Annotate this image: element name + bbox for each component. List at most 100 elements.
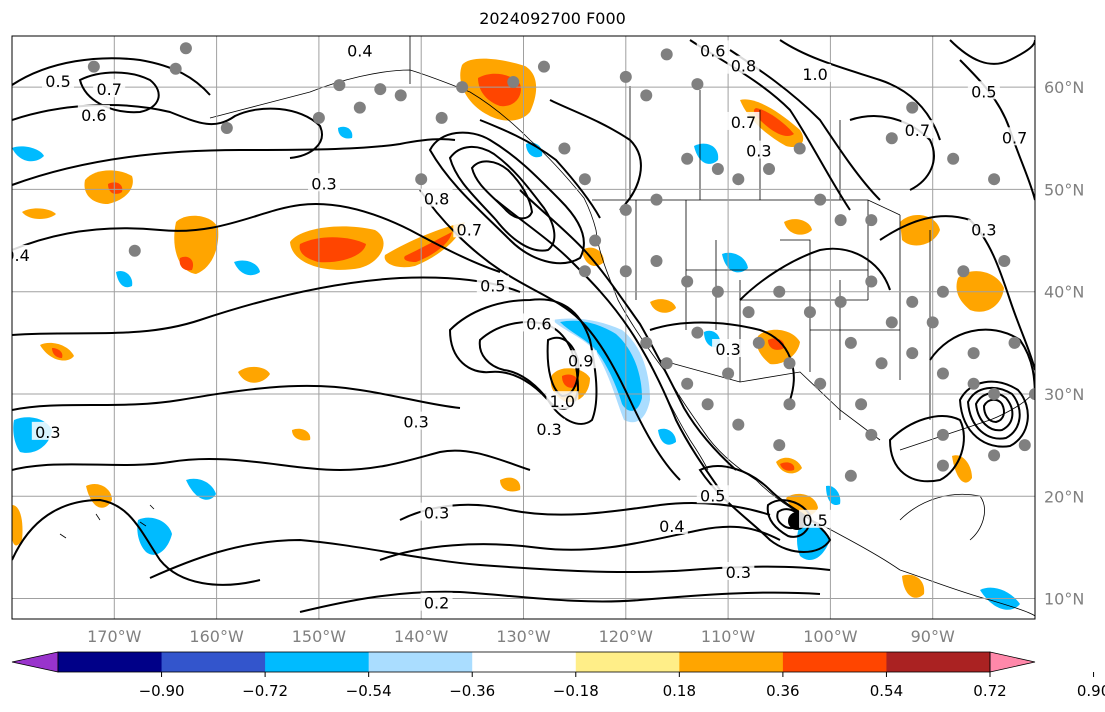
station-dot — [803, 306, 816, 319]
contour-labels: 0.4 0.5 0.7 0.6 0.3 0.4 0.8 0.7 0.5 0.6 0.9 1.0 0.3 0… — [12, 40, 1031, 613]
contour-label-bg — [42, 71, 75, 90]
station-dot — [936, 367, 949, 380]
contour-label: 0.5 — [480, 277, 505, 296]
shade-positive — [902, 574, 925, 598]
contour-label-bg — [31, 421, 64, 440]
contour-line — [546, 336, 580, 398]
contour-label: 0.5 — [802, 511, 827, 530]
contour-label: 0.3 — [403, 413, 428, 432]
latitude-labels: 10°N 20°N 30°N 40°N 50°N 60°N — [1044, 78, 1084, 608]
station-dot — [988, 387, 1001, 400]
lon-tick-label: 170°W — [87, 627, 142, 646]
contour-line — [495, 199, 721, 491]
colorbar-outline — [57, 651, 991, 673]
lon-tick-label: 110°W — [701, 627, 756, 646]
station-dot — [374, 83, 387, 96]
contour-label: 0.7 — [1002, 128, 1027, 147]
colorbar-tick-label: 0.90 — [1077, 682, 1105, 700]
coastline-yucatan — [899, 493, 985, 541]
lat-tick-label: 30°N — [1044, 385, 1084, 404]
shade-positive — [500, 477, 521, 492]
contour-line — [428, 131, 585, 265]
colorbar-tick-label: 0.54 — [870, 682, 903, 700]
station-dot — [814, 377, 827, 390]
colorbar-segment — [886, 652, 991, 672]
station-dot — [650, 255, 663, 268]
station-dot — [640, 89, 653, 102]
station-dot — [435, 111, 448, 124]
shade-negative — [722, 252, 748, 273]
contour-line — [12, 384, 461, 411]
lat-tick-label: 60°N — [1044, 78, 1084, 97]
station-dot — [681, 275, 694, 288]
colorbar-segment — [782, 652, 887, 672]
colorbar-tick-label: −0.18 — [553, 682, 599, 700]
contour-label: 0.9 — [568, 351, 593, 370]
contour-label-bg — [901, 120, 934, 139]
contour-label: 0.8 — [424, 190, 449, 209]
station-dot — [988, 449, 1001, 462]
station-dot — [1008, 336, 1021, 349]
contour-line — [766, 499, 812, 538]
station-dot — [179, 42, 192, 55]
colorbar-segment — [265, 652, 370, 672]
station-dot — [947, 152, 960, 165]
lon-tick-label: 150°W — [292, 627, 347, 646]
contour-line — [849, 115, 935, 191]
contour-label-bg — [696, 485, 729, 504]
coastline-central-america — [899, 569, 1035, 617]
station-dot — [333, 79, 346, 92]
contour-label-bg — [420, 188, 453, 207]
contour-line — [448, 298, 598, 425]
contour-line — [779, 39, 941, 141]
contour-label: 0.5 — [971, 82, 996, 101]
contour-line — [949, 39, 1035, 65]
contour-label-bg — [655, 515, 688, 534]
colorbar-tick-label: −0.90 — [139, 682, 185, 700]
colorbar-tick-label: 0.72 — [973, 682, 1006, 700]
shade-positive — [238, 366, 270, 383]
colorbar — [11, 651, 1036, 673]
shade-positive-strong — [52, 348, 63, 358]
station-dot — [763, 162, 776, 175]
station-dot — [834, 295, 847, 308]
station-dot — [619, 203, 632, 216]
contour-label-bg — [77, 104, 110, 123]
station-dot — [660, 357, 673, 370]
lon-tick-label: 130°W — [496, 627, 551, 646]
contour-label-bg — [533, 418, 566, 437]
contour-label: 0.6 — [526, 314, 551, 333]
colorbar-segment — [679, 652, 784, 672]
station-dot — [865, 214, 878, 227]
contour-label-bg — [727, 111, 760, 130]
lon-tick-label: 140°W — [394, 627, 449, 646]
station-dot — [578, 173, 591, 186]
map-frame — [11, 35, 1036, 620]
colorbar-tick-label: −0.72 — [242, 682, 288, 700]
shaded-regions — [12, 58, 1020, 610]
shade-negative-strong — [560, 320, 642, 411]
contour-label: 0.3 — [726, 563, 751, 582]
contour-label: 0.6 — [700, 41, 725, 60]
station-dot — [640, 336, 653, 349]
shade-positive-strong — [753, 108, 794, 137]
station-dot — [967, 377, 980, 390]
contour-line — [649, 321, 795, 401]
map-title: 2024092700 F000 — [479, 9, 626, 28]
contour-label: 0.6 — [81, 106, 106, 125]
shade-positive — [784, 219, 812, 235]
station-dot — [169, 62, 182, 75]
shade-negative — [338, 126, 353, 139]
contour-line — [929, 328, 1035, 401]
station-dot — [742, 306, 755, 319]
station-dot — [619, 265, 632, 278]
station-dot — [855, 398, 868, 411]
contour-label: 0.4 — [659, 517, 684, 536]
contour-label: 1.0 — [550, 392, 575, 411]
hawaii-islands — [59, 504, 155, 539]
station-dot — [128, 244, 141, 257]
shade-positive-strong — [404, 232, 452, 262]
colorbar-segment — [472, 652, 577, 672]
station-dot — [814, 193, 827, 206]
station-dot — [773, 285, 786, 298]
